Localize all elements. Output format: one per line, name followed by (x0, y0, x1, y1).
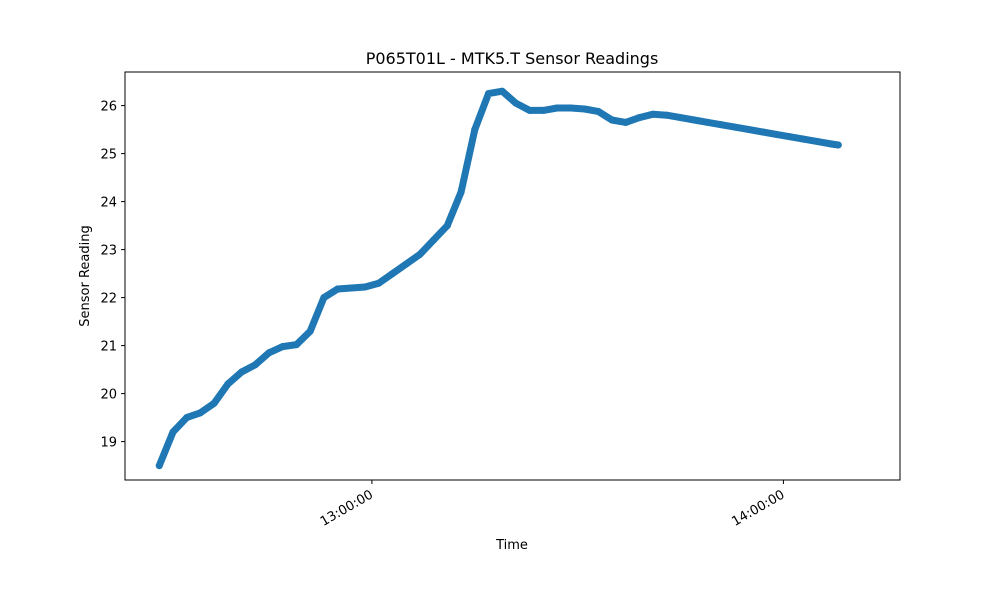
data-point (594, 107, 602, 115)
data-point (581, 105, 589, 113)
y-tick-label: 25 (100, 148, 117, 163)
x-axis: 13:00:00 14:00:00 (318, 480, 787, 530)
y-axis-label: Sensor Reading (78, 225, 93, 326)
data-point (539, 106, 547, 114)
data-point (183, 414, 191, 422)
x-tick-label: 13:00:00 (318, 487, 376, 529)
data-point (169, 428, 177, 436)
data-point (834, 141, 842, 149)
y-tick-label: 24 (100, 196, 117, 211)
data-point (306, 327, 314, 335)
data-point (388, 270, 396, 278)
data-point (347, 284, 355, 292)
data-point (512, 99, 520, 107)
data-point (731, 123, 739, 131)
data-point (553, 104, 561, 112)
data-point (251, 361, 259, 369)
x-axis-label: Time (495, 538, 528, 553)
y-tick-label: 21 (100, 340, 117, 355)
data-point (224, 380, 232, 388)
data-point (265, 349, 273, 357)
y-tick-label: 23 (100, 244, 117, 259)
data-point (649, 110, 657, 118)
data-point (718, 121, 726, 129)
plot-frame (124, 71, 901, 481)
data-point (663, 111, 671, 119)
data-point (773, 130, 781, 138)
data-point (759, 128, 767, 136)
plot-area (155, 87, 842, 470)
data-point (443, 222, 451, 230)
data-point (567, 104, 575, 112)
data-point (704, 118, 712, 126)
data-point (416, 250, 424, 258)
data-point (745, 126, 753, 134)
y-tick-label: 22 (100, 292, 117, 307)
data-point (375, 279, 383, 287)
data-point (526, 106, 534, 114)
y-tick-label: 19 (100, 436, 117, 451)
data-point (800, 135, 808, 143)
data-point (635, 114, 643, 122)
data-point (498, 87, 506, 95)
data-point (457, 188, 465, 196)
data-point (238, 368, 246, 376)
y-tick-label: 20 (100, 388, 117, 403)
y-axis: 19 20 21 22 23 24 25 26 (100, 100, 125, 451)
data-point (622, 118, 630, 126)
data-point (155, 462, 163, 470)
data-point (608, 116, 616, 124)
data-point (471, 126, 479, 134)
data-point (677, 114, 685, 122)
data-point (690, 116, 698, 124)
data-point (196, 409, 204, 417)
x-tick-label: 14:00:00 (729, 487, 787, 529)
data-point (279, 343, 287, 351)
data-point (292, 341, 300, 349)
data-point (814, 138, 822, 146)
data-point (484, 90, 492, 98)
data-point (827, 140, 835, 148)
data-point (210, 399, 218, 407)
series-line (155, 87, 842, 470)
data-point (361, 283, 369, 291)
chart-title: P065T01L - MTK5.T Sensor Readings (366, 49, 659, 68)
data-point (786, 133, 794, 141)
data-point (402, 260, 410, 268)
data-point (334, 285, 342, 293)
y-tick-label: 26 (100, 100, 117, 115)
data-point (430, 236, 438, 244)
data-point (320, 294, 328, 302)
